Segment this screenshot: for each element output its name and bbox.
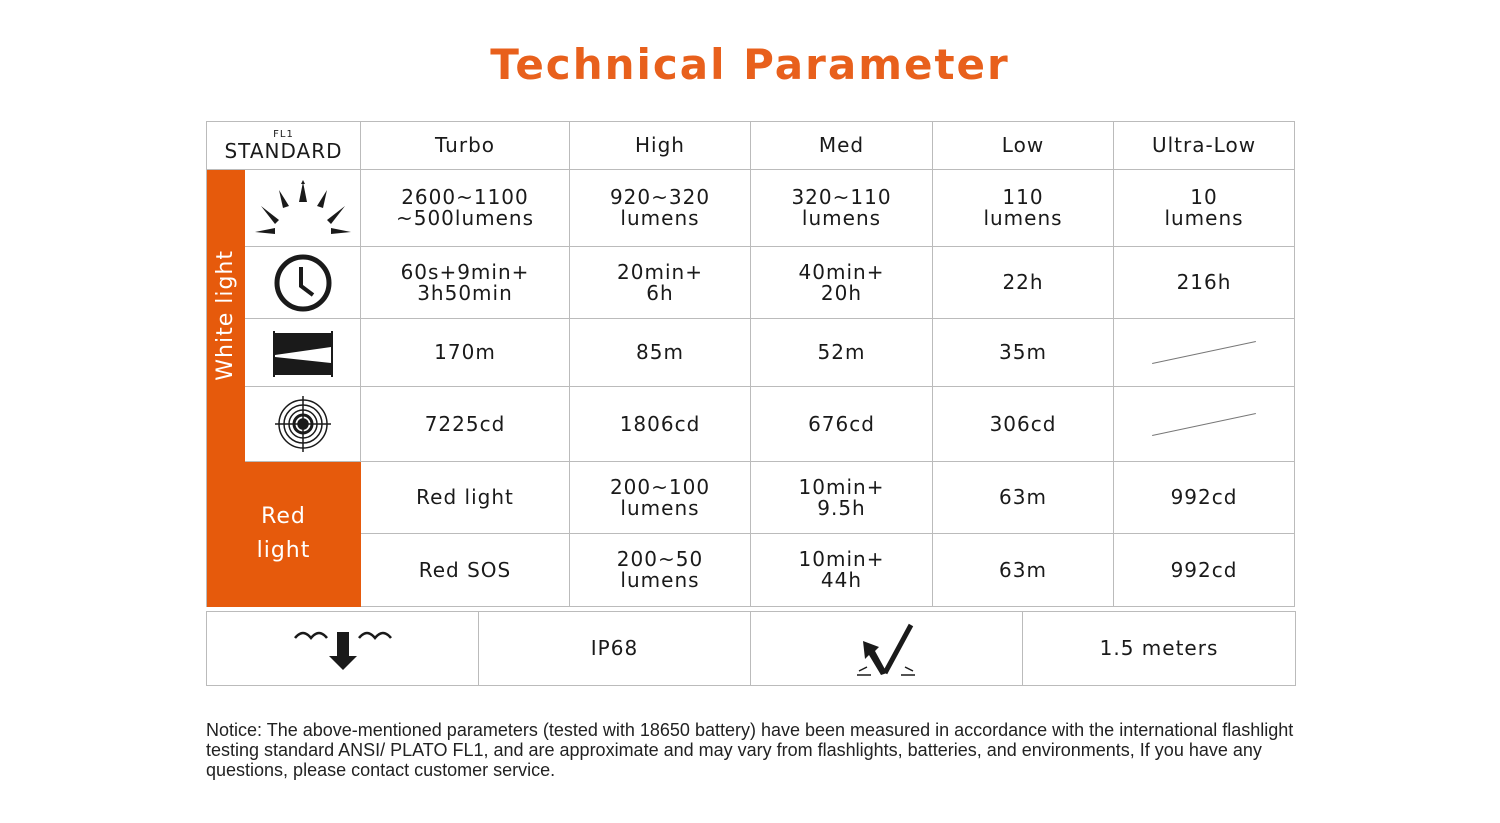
lumens-high: 920~320 lumens	[570, 170, 751, 247]
beam-distance-icon	[245, 319, 361, 387]
impact-height: 1.5 meters	[1099, 636, 1219, 660]
fl1-label: FL1	[273, 129, 294, 140]
waterproof-icon	[207, 612, 479, 685]
header-turbo: Turbo	[361, 122, 570, 170]
notice-text: Notice: The above-mentioned parameters (…	[206, 720, 1294, 780]
target-intensity-icon	[245, 387, 361, 462]
runtime-med: 40min+ 20h	[751, 247, 933, 319]
red-light-runtime: 10min+ 9.5h	[751, 462, 933, 534]
impact-resistance-icon	[751, 612, 1023, 685]
lumens-turbo: 2600~1100 ~500lumens	[361, 170, 570, 247]
red-sos-runtime: 10min+ 44h	[751, 534, 933, 607]
header-low: Low	[933, 122, 1114, 170]
lumens-low: 110 lumens	[933, 170, 1114, 247]
white-light-label: White light	[207, 170, 245, 462]
intensity-ultra-low-empty	[1114, 387, 1295, 462]
lumens-med: 320~110 lumens	[751, 170, 933, 247]
distance-low: 35m	[933, 319, 1114, 387]
red-light-label: Red light	[207, 462, 361, 607]
runtime-high: 20min+ 6h	[570, 247, 751, 319]
page-title: Technical Parameter	[490, 40, 1010, 89]
red-sos-distance: 63m	[933, 534, 1114, 607]
brightness-icon	[245, 170, 361, 247]
distance-med: 52m	[751, 319, 933, 387]
red-sos-mode: Red SOS	[361, 534, 570, 607]
distance-turbo: 170m	[361, 319, 570, 387]
durability-table: IP68 1.5 meters	[206, 611, 1296, 686]
header-ultra-low: Ultra-Low	[1114, 122, 1295, 170]
intensity-med: 676cd	[751, 387, 933, 462]
clock-icon	[245, 247, 361, 319]
standard-header: FL1 STANDARD	[207, 122, 361, 170]
intensity-low: 306cd	[933, 387, 1114, 462]
red-light-lumens: 200~100 lumens	[570, 462, 751, 534]
red-light-intensity: 992cd	[1114, 462, 1295, 534]
intensity-turbo: 7225cd	[361, 387, 570, 462]
red-sos-intensity: 992cd	[1114, 534, 1295, 607]
spec-table: FL1 STANDARD Turbo High Med Low Ultra-Lo…	[206, 121, 1295, 607]
waterproof-rating: IP68	[479, 612, 751, 685]
runtime-ultra-low: 216h	[1114, 247, 1295, 319]
red-light-mode: Red light	[361, 462, 570, 534]
distance-ultra-low-empty	[1114, 319, 1295, 387]
standard-label: STANDARD	[224, 139, 343, 163]
header-high: High	[570, 122, 751, 170]
lumens-ultra-low: 10 lumens	[1114, 170, 1295, 247]
red-sos-lumens: 200~50 lumens	[570, 534, 751, 607]
red-light-distance: 63m	[933, 462, 1114, 534]
runtime-turbo: 60s+9min+ 3h50min	[361, 247, 570, 319]
distance-high: 85m	[570, 319, 751, 387]
intensity-high: 1806cd	[570, 387, 751, 462]
header-med: Med	[751, 122, 933, 170]
runtime-low: 22h	[933, 247, 1114, 319]
